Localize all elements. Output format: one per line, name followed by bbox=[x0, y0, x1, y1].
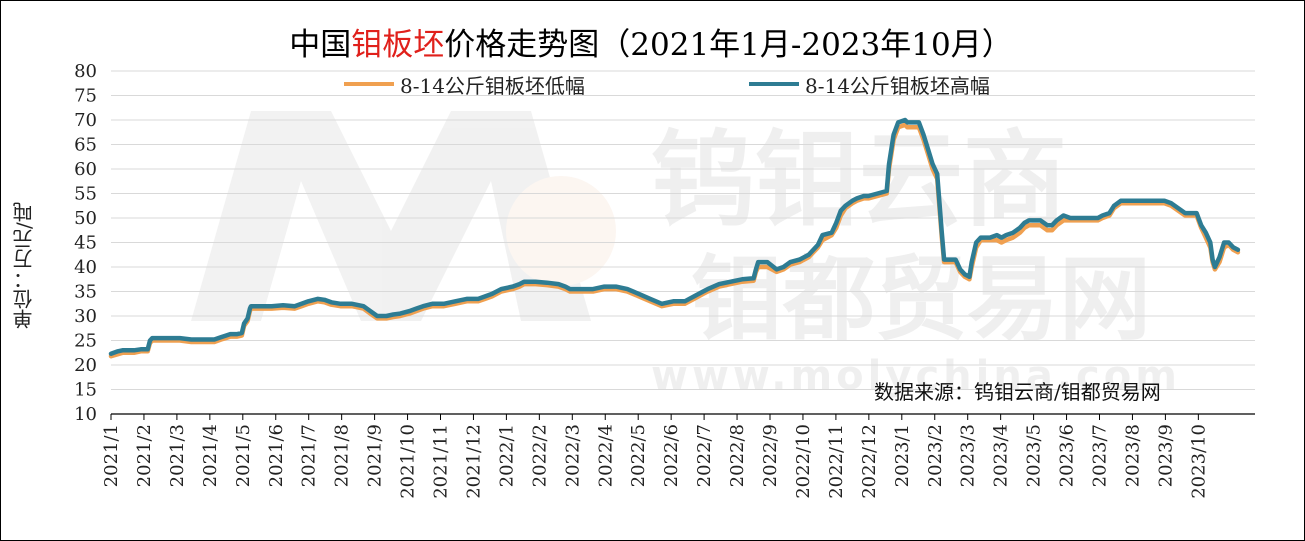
y-tick-label: 30 bbox=[74, 306, 97, 327]
y-tick-label: 80 bbox=[74, 61, 97, 82]
x-tick-label: 2021/2 bbox=[134, 424, 155, 487]
x-tick-label: 2022/2 bbox=[529, 424, 550, 487]
legend-item-low: 8-14公斤钼板坯低幅 bbox=[344, 71, 585, 98]
x-tick-label: 2022/5 bbox=[628, 424, 649, 487]
legend-item-high: 8-14公斤钼板坯高幅 bbox=[749, 71, 990, 98]
x-tick-label: 2023/7 bbox=[1090, 424, 1111, 487]
x-tick-label: 2022/1 bbox=[496, 424, 517, 487]
watermark: 钨钼云商 钼都贸易网 www.molychina.com bbox=[191, 111, 1181, 399]
y-tick-label: 20 bbox=[74, 355, 97, 376]
x-tick-label: 2023/10 bbox=[1188, 424, 1209, 499]
x-tick-label: 2021/6 bbox=[266, 424, 287, 487]
series-line-high bbox=[108, 117, 1241, 356]
y-tick-label: 45 bbox=[74, 233, 97, 254]
x-tick-label: 2023/3 bbox=[958, 424, 979, 487]
y-tick-label: 65 bbox=[74, 135, 97, 156]
y-tick-label: 35 bbox=[74, 282, 97, 303]
x-tick-label: 2023/5 bbox=[1024, 424, 1045, 487]
y-gridlines bbox=[111, 70, 1255, 390]
watermark-logo-mark bbox=[191, 111, 591, 321]
watermark-line1: 钨钼云商 bbox=[651, 119, 1067, 241]
x-tick-label: 2022/11 bbox=[826, 424, 847, 499]
x-tick-label: 2023/1 bbox=[892, 424, 913, 487]
y-tick-label: 10 bbox=[74, 404, 97, 425]
y-tick-label: 15 bbox=[74, 380, 97, 401]
y-tick-label: 50 bbox=[74, 208, 97, 229]
x-tick-label: 2022/12 bbox=[859, 424, 880, 499]
x-tick-label: 2023/4 bbox=[991, 424, 1012, 487]
legend-label-low: 8-14公斤钼板坯低幅 bbox=[400, 73, 585, 98]
x-tick-label: 2021/11 bbox=[431, 424, 452, 499]
y-axis-label: 单位：万元/吨 bbox=[12, 202, 36, 330]
y-tick-label: 55 bbox=[74, 184, 97, 205]
x-tick-label: 2022/8 bbox=[727, 424, 748, 487]
x-tick-label: 2022/9 bbox=[760, 424, 781, 487]
x-tick-label: 2023/2 bbox=[925, 424, 946, 487]
x-tick-label: 2021/5 bbox=[233, 424, 254, 487]
legend-swatch-low bbox=[344, 82, 394, 86]
x-tick-label: 2021/8 bbox=[332, 424, 353, 487]
x-tick-label: 2022/3 bbox=[562, 424, 583, 487]
series-lines bbox=[108, 117, 1241, 359]
title-suffix: 价格走势图（2021年1月-2023年10月） bbox=[444, 27, 1013, 63]
y-tick-label: 60 bbox=[74, 159, 97, 180]
chart-title: 中国钼板坯价格走势图（2021年1月-2023年10月） bbox=[1, 19, 1301, 64]
legend-label-high: 8-14公斤钼板坯高幅 bbox=[805, 73, 990, 98]
series-line-low bbox=[108, 122, 1241, 359]
x-tick-label: 2021/10 bbox=[398, 424, 419, 499]
watermark-url: www.molychina.com bbox=[651, 353, 1181, 399]
title-highlight: 钼板坯 bbox=[351, 27, 445, 63]
legend-swatch-high bbox=[749, 82, 799, 86]
x-tick-label: 2022/7 bbox=[694, 424, 715, 487]
x-tick-label: 2023/9 bbox=[1155, 424, 1176, 487]
x-tick-label: 2021/1 bbox=[101, 424, 122, 487]
x-tick-label: 2021/4 bbox=[200, 424, 221, 487]
watermark-logo-dot bbox=[506, 176, 616, 286]
x-tick-label: 2021/9 bbox=[365, 424, 386, 487]
x-tick-label: 2022/4 bbox=[595, 424, 616, 487]
x-tick-label: 2023/8 bbox=[1122, 424, 1143, 487]
x-tick-label: 2022/10 bbox=[793, 424, 814, 499]
x-tick-label: 2021/12 bbox=[463, 424, 484, 499]
title-prefix: 中国 bbox=[289, 27, 352, 63]
y-tick-labels: 10 15 20 25 30 35 40 45 50 55 60 65 70 75 80 bbox=[74, 61, 97, 425]
x-tick-label: 2023/6 bbox=[1057, 424, 1078, 487]
y-tick-label: 25 bbox=[74, 331, 97, 352]
y-tick-label: 70 bbox=[74, 110, 97, 131]
x-tick-label: 2021/7 bbox=[299, 424, 320, 487]
y-tick-label: 75 bbox=[74, 86, 97, 107]
y-tick-label: 40 bbox=[74, 257, 97, 278]
x-tick-label: 2022/6 bbox=[661, 424, 682, 487]
x-tick-label: 2021/3 bbox=[167, 424, 188, 487]
x-axis: 2021/1 2021/2 2021/3 2021/4 2021/5 2021/6 2021… bbox=[101, 413, 1255, 499]
source-note: 数据来源：钨钼云商/钼都贸易网 bbox=[874, 380, 1161, 404]
